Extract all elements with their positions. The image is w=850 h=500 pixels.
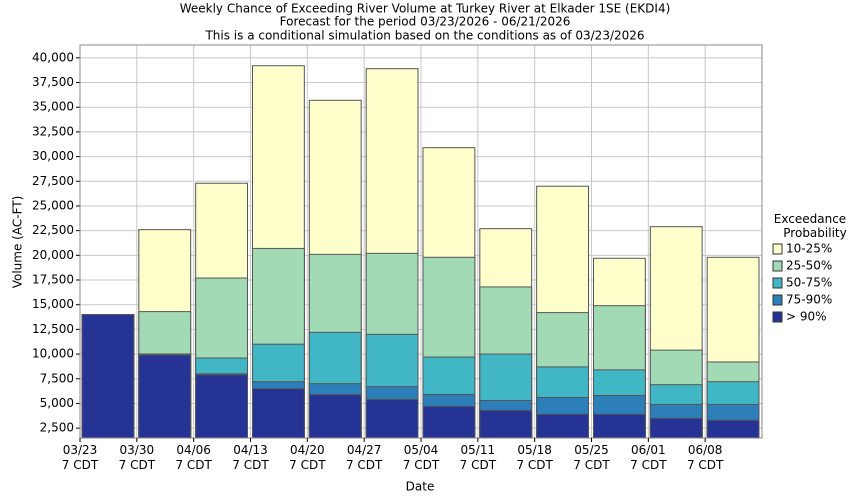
legend-label: 10-25% xyxy=(786,242,832,256)
bar xyxy=(252,388,305,439)
y-tick-label: 20,000 xyxy=(32,248,74,262)
chart-title: Weekly Chance of Exceeding River Volume … xyxy=(180,2,671,16)
y-tick-label: 35,000 xyxy=(32,100,74,114)
bar xyxy=(308,394,362,439)
bar xyxy=(138,354,192,439)
bar xyxy=(479,409,533,439)
x-tick-label: 05/11 7 CDT xyxy=(460,443,497,472)
x-tick-label: 04/20 7 CDT xyxy=(289,443,326,472)
x-tick-label: 06/08 7 CDT xyxy=(687,443,724,472)
x-tick-label: 04/06 7 CDT xyxy=(175,443,212,472)
x-tick-label: 03/30 7 CDT xyxy=(119,443,156,472)
legend-title: Exceedance Probability xyxy=(774,212,847,240)
y-tick-label: 40,000 xyxy=(32,50,74,64)
y-tick-label: 30,000 xyxy=(32,149,74,163)
x-tick-label: 04/13 7 CDT xyxy=(232,443,269,472)
chart-subtitle: Forecast for the period 03/23/2026 - 06/… xyxy=(280,15,571,29)
legend-swatch xyxy=(772,277,783,289)
x-tick-label: 04/27 7 CDT xyxy=(346,443,383,472)
x-tick-label: 05/18 7 CDT xyxy=(516,443,553,472)
x-tick-label: 05/04 7 CDT xyxy=(403,443,440,472)
bar xyxy=(649,417,703,439)
chart-subtitle: This is a conditional simulation based o… xyxy=(204,29,644,43)
x-tick-label: 03/23 7 CDT xyxy=(62,443,99,472)
legend-swatch xyxy=(772,294,783,306)
y-tick-label: 10,000 xyxy=(32,347,74,361)
y-tick-label: 5,000 xyxy=(40,396,74,410)
legend-label: 50-75% xyxy=(786,276,832,290)
y-tick-label: 37,500 xyxy=(32,75,74,89)
y-tick-label: 27,500 xyxy=(32,174,74,188)
bar xyxy=(593,413,646,439)
bar xyxy=(706,419,760,439)
legend-swatch xyxy=(772,260,783,272)
x-tick-label: 06/01 7 CDT xyxy=(630,443,667,472)
y-tick-label: 25,000 xyxy=(32,198,74,212)
x-axis-label: Date xyxy=(406,480,435,494)
bar xyxy=(365,398,419,439)
legend-label: 75-90% xyxy=(786,293,832,307)
y-tick-label: 15,000 xyxy=(32,297,74,311)
y-tick-label: 2,500 xyxy=(40,421,74,435)
bar xyxy=(422,405,476,439)
x-tick-label: 05/25 7 CDT xyxy=(573,443,610,472)
bar xyxy=(195,374,249,439)
y-axis-label: Volume (AC-FT) xyxy=(11,196,25,289)
y-tick-label: 12,500 xyxy=(32,322,74,336)
bar xyxy=(536,413,590,439)
bar xyxy=(81,314,135,439)
y-tick-label: 17,500 xyxy=(32,273,74,287)
legend-label: 25-50% xyxy=(786,259,832,273)
y-tick-label: 22,500 xyxy=(32,223,74,237)
legend-swatch xyxy=(772,311,783,323)
legend-swatch xyxy=(772,243,783,255)
y-tick-label: 32,500 xyxy=(32,124,74,138)
y-tick-label: 7,500 xyxy=(40,371,74,385)
legend-label: > 90% xyxy=(786,310,827,324)
